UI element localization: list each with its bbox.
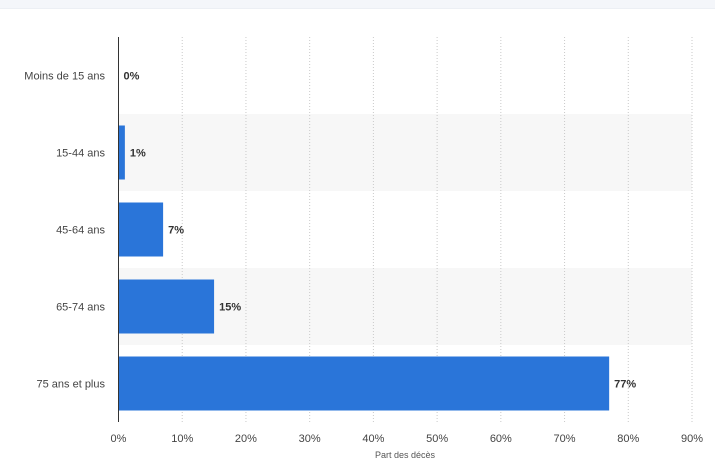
x-tick-label: 80% <box>617 433 639 445</box>
category-label: 15-44 ans <box>56 148 105 160</box>
data-label: 1% <box>130 148 146 160</box>
category-label: 45-64 ans <box>56 225 105 237</box>
x-tick-label: 90% <box>681 433 703 445</box>
row-band <box>118 114 692 191</box>
x-tick-label: 30% <box>299 433 321 445</box>
x-tick-label: 10% <box>171 433 193 445</box>
x-tick-label: 60% <box>490 433 512 445</box>
data-label: 0% <box>124 71 140 83</box>
x-tick-label: 0% <box>111 433 127 445</box>
top-strip <box>0 0 715 9</box>
bar <box>118 356 610 411</box>
bar <box>118 125 125 180</box>
grid-lines <box>181 37 693 422</box>
x-tick-label: 40% <box>362 433 384 445</box>
category-label: Moins de 15 ans <box>24 71 105 83</box>
data-label: 77% <box>614 379 636 391</box>
bar <box>118 279 215 334</box>
data-label: 15% <box>219 302 241 314</box>
x-tick-label: 20% <box>235 433 257 445</box>
category-label: 75 ans et plus <box>37 379 106 391</box>
category-labels: Moins de 15 ans 15-44 ans 45-64 ans 65-74 a… <box>24 71 105 391</box>
bar <box>118 202 164 257</box>
x-axis-title: Part des décès <box>375 450 436 460</box>
x-tick-label: 50% <box>426 433 448 445</box>
category-label: 65-74 ans <box>56 302 105 314</box>
x-tick-labels: 0% 10% 20% 30% 40% 50% 60% 70% 80% 90% <box>111 433 704 445</box>
value-labels: 0% 1% 7% 15% 77% <box>124 71 637 391</box>
bars <box>118 125 610 411</box>
x-tick-label: 70% <box>554 433 576 445</box>
data-label: 7% <box>168 225 184 237</box>
